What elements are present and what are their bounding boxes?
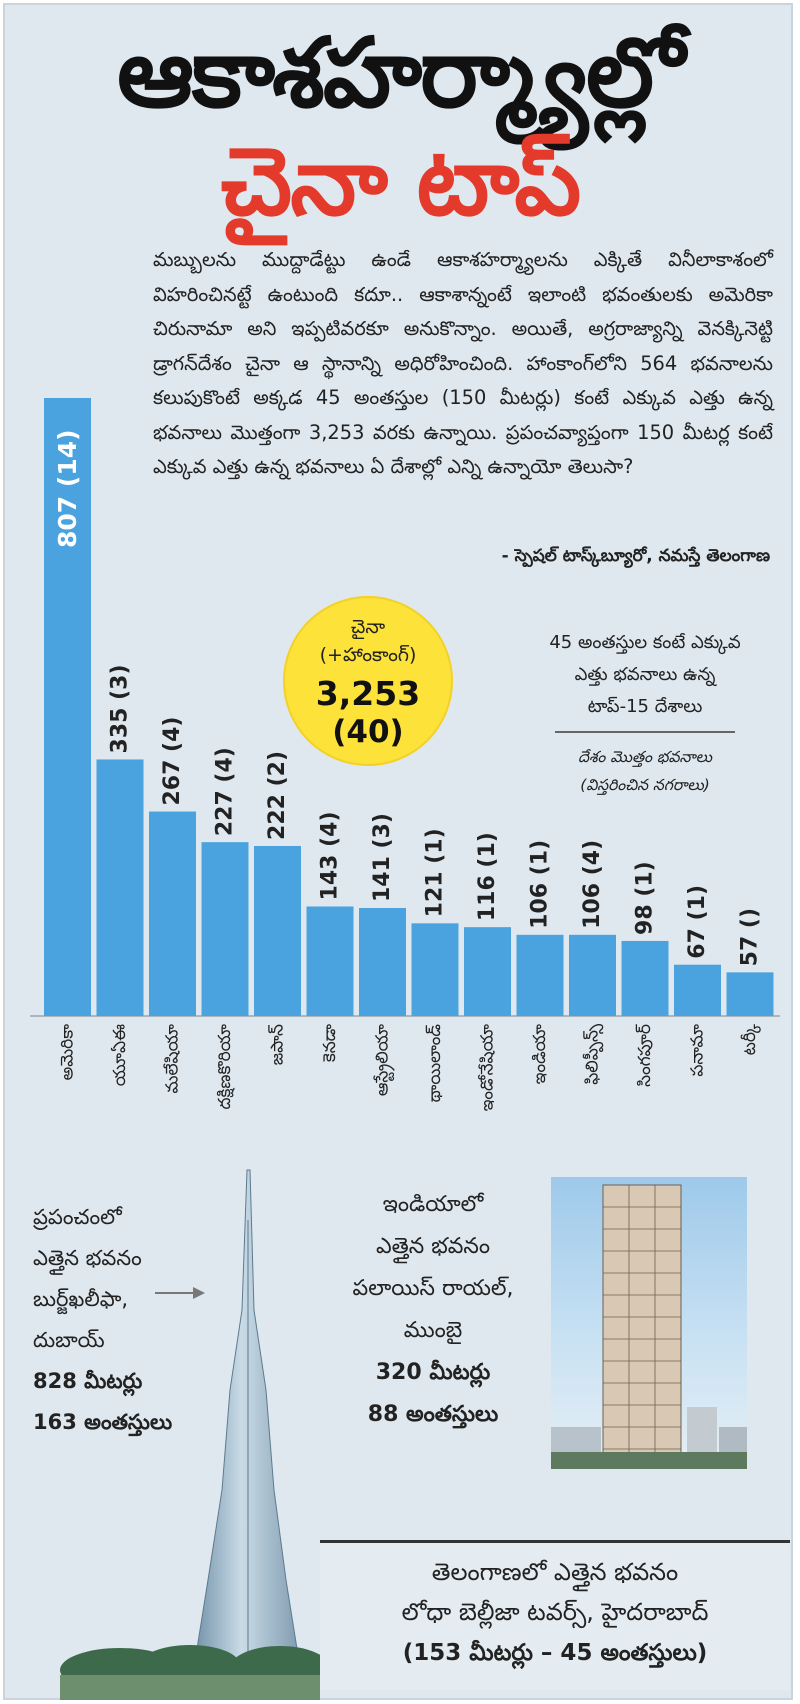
legend-line2: ఎత్తు భవనాలు ఉన్న — [574, 664, 716, 685]
intro-paragraph: మబ్బులను ముద్దాడేట్టు ఉండే ఆకాశహర్మ్యాలన… — [153, 248, 773, 478]
bar-chart: 807 (14) అమెరికా 335 (3) యూఏఈ 267 (4) మలేషియా… — [30, 398, 780, 1111]
bar-12 — [674, 964, 721, 1016]
china-callout-note: (+హాంకాంగ్) — [319, 644, 417, 666]
bar-value-label-2: 267 (4) — [160, 717, 185, 806]
bar-5 — [306, 906, 354, 1016]
bar-value-label-9: 106 (1) — [528, 840, 553, 929]
category-label-13: టర్కీ — [740, 1023, 761, 1055]
category-label-7: థాయిలాండ్ — [425, 1024, 445, 1103]
bar-11 — [621, 940, 669, 1016]
india-line5: 320 మీటర్లు — [375, 1360, 491, 1385]
burj-line2: ఎత్తైన భవనం — [33, 1246, 142, 1270]
burj-line1: ప్రపంచంలో — [33, 1205, 122, 1229]
category-label-11: సింగపూర్ — [635, 1024, 655, 1087]
bar-value-label-0: 807 (14) — [53, 429, 82, 548]
bar-value-label-11: 98 (1) — [633, 861, 658, 935]
palais-royale-illustration — [551, 1184, 747, 1469]
bar-9 — [516, 934, 564, 1016]
legend-line1: 45 అంతస్తుల కంటే ఎక్కువ — [549, 632, 741, 653]
category-label-8: ఇండోనేషియా — [478, 1023, 498, 1111]
bar-10 — [569, 934, 616, 1016]
bar-value-label-4: 222 (2) — [265, 751, 290, 840]
bar-0 — [44, 398, 91, 1016]
bar-2 — [149, 811, 196, 1016]
bar-6 — [359, 908, 406, 1016]
bar-value-label-10: 106 (4) — [580, 840, 605, 929]
headline-line2: చైనా టాప్ — [220, 128, 582, 237]
headline-line1: ఆకాశహర్మ్యాల్లో — [117, 17, 685, 129]
burj-line6: 163 అంతస్తులు — [33, 1410, 173, 1434]
category-label-6: ఆస్ట్రేలియా — [373, 1023, 396, 1096]
india-line4: ముంబై — [403, 1318, 463, 1343]
burj-khalifa-caption: ప్రపంచంలో ఎత్తైన భవనం బుర్జ్‌ఖలీఫా, దుబా… — [33, 1197, 213, 1443]
bar-4 — [254, 845, 301, 1016]
category-label-4: జపాన్ — [268, 1024, 288, 1065]
legend-divider — [555, 731, 735, 733]
bar-value-label-13: 57 () — [738, 908, 763, 966]
bar-3 — [201, 842, 249, 1016]
india-line6: 88 అంతస్తులు — [367, 1402, 499, 1427]
china-callout-country: చైనా — [350, 616, 386, 638]
legend-line5: (విస్తరించిన నగరాలు) — [580, 776, 710, 794]
category-label-3: దక్షిణకొరియా — [215, 1023, 235, 1109]
china-callout-cities: (40) — [332, 714, 404, 750]
telangana-box: తెలంగాణలో ఎత్తైన భవనం లోధా బెల్లీజా టవర్… — [320, 1540, 790, 1690]
category-label-10: ఫిలిప్పీన్స్ — [583, 1024, 604, 1085]
china-callout: చైనా (+హాంకాంగ్) 3,253 (40) — [283, 596, 453, 766]
burj-line3: బుర్జ్‌ఖలీఫా, — [33, 1287, 129, 1311]
india-line3: పలాయిస్ రాయల్, — [352, 1276, 514, 1301]
pointer-arrow-icon — [155, 1287, 205, 1299]
palais-royale-photo — [551, 1177, 747, 1469]
india-line2: ఎత్తైన భవనం — [376, 1234, 490, 1259]
bar-7 — [411, 923, 459, 1016]
category-label-12: పనామా — [688, 1023, 708, 1076]
bar-value-label-5: 143 (4) — [318, 811, 343, 900]
legend-line4: దేశం మొత్తం భవనాలు — [578, 748, 712, 766]
byline-credit: - స్పెషల్ టాస్క్‌బ్యూరో, నమస్తే తెలంగాణ — [501, 546, 770, 566]
chart-legend: 45 అంతస్తుల కంటే ఎక్కువ ఎత్తు భవనాలు ఉన్… — [525, 627, 765, 799]
bar-13 — [726, 972, 774, 1016]
category-label-5: కెనడా — [320, 1023, 340, 1062]
bar-value-label-7: 121 (1) — [423, 828, 448, 917]
telangana-line3: (153 మీటర్లు – 45 అంతస్తులు) — [402, 1640, 708, 1666]
bar-8 — [464, 927, 511, 1016]
telangana-line2: లోధా బెల్లీజా టవర్స్, హైదరాబాద్ — [401, 1598, 709, 1626]
bar-value-label-12: 67 (1) — [685, 885, 710, 959]
legend-line3: టాప్-15 దేశాలు — [587, 696, 703, 717]
category-label-0: అమెరికా — [58, 1024, 78, 1081]
category-label-2: మలేషియా — [163, 1023, 183, 1093]
bar-value-label-3: 227 (4) — [213, 747, 238, 836]
india-line1: ఇండియాలో — [382, 1192, 484, 1217]
india-caption: ఇండియాలో ఎత్తైన భవనం పలాయిస్ రాయల్, ముంబ… — [318, 1184, 548, 1436]
burj-line5: 828 మీటర్లు — [33, 1369, 143, 1393]
bar-value-label-1: 335 (3) — [108, 664, 133, 753]
china-callout-total: 3,253 — [315, 674, 421, 713]
bar-value-label-6: 141 (3) — [370, 813, 395, 902]
category-label-1: యూఏఈ — [110, 1024, 130, 1086]
category-label-9: ఇండియా — [530, 1023, 550, 1084]
telangana-line1: తెలంగాణలో ఎత్తైన భవనం — [431, 1558, 679, 1586]
bar-1 — [96, 759, 144, 1016]
telangana-divider — [320, 1540, 790, 1543]
burj-khalifa-illustration — [60, 1169, 320, 1700]
bar-value-label-8: 116 (1) — [475, 832, 500, 921]
burj-line4: దుబాయ్ — [33, 1328, 105, 1352]
